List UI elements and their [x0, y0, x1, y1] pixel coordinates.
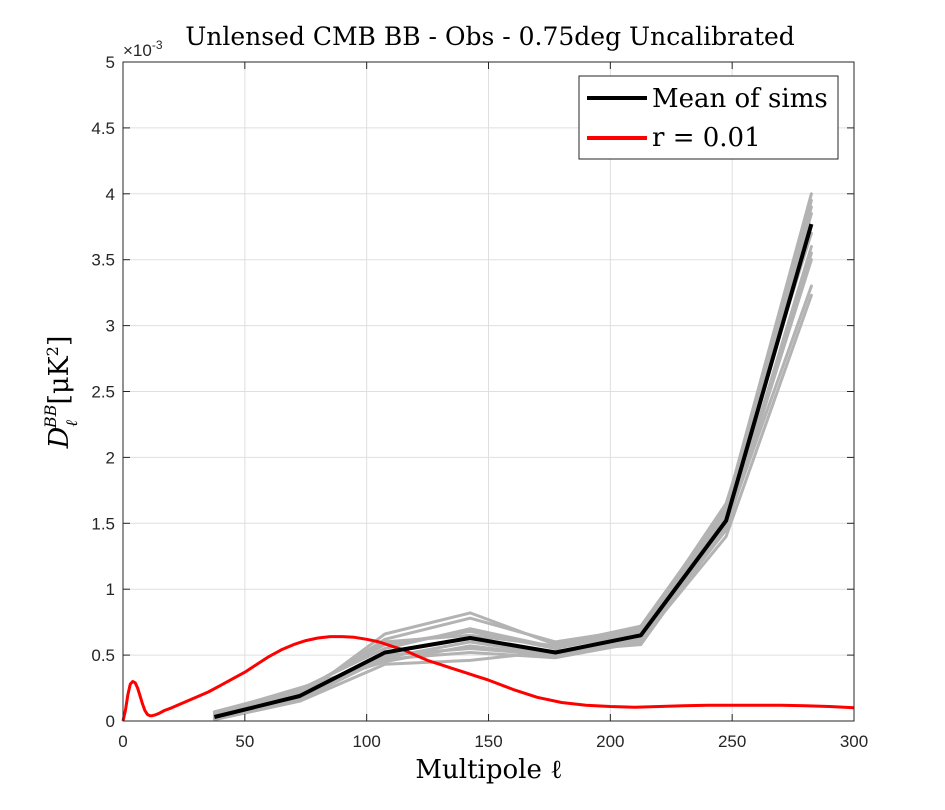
x-tick-label: 150 [474, 732, 502, 751]
legend: Mean of sims r = 0.01 [578, 75, 839, 160]
y-exponent-power: -3 [152, 38, 163, 52]
y-exponent-label: ×10-3 [123, 38, 163, 60]
y-tick-label: 1.5 [91, 514, 115, 533]
y-label-base: D [44, 426, 75, 449]
y-axis-ticks: 0 0.5 1 1.5 2 2.5 3 3.5 4 4.5 5 [91, 53, 854, 731]
y-label-close-bracket: ] [44, 336, 75, 347]
series-lines [121, 223, 855, 722]
y-tick-label: 2 [106, 448, 115, 467]
y-exponent-base: ×10 [123, 41, 152, 60]
x-axis-ticks: 0 50 100 150 200 250 300 [118, 62, 868, 751]
x-tick-label: 0 [118, 732, 127, 751]
y-tick-label: 0 [106, 712, 115, 731]
simulation-line [212, 231, 813, 716]
x-tick-label: 250 [718, 732, 746, 751]
y-tick-label: 1 [106, 580, 115, 599]
x-tick-label: 300 [840, 732, 868, 751]
svg-text:DℓBB[μK2]: DℓBB[μK2] [41, 336, 81, 450]
y-tick-label: 4 [106, 185, 115, 204]
y-tick-label: 3 [106, 317, 115, 336]
series-line-r-0-01 [121, 635, 855, 722]
x-tick-label: 100 [352, 732, 380, 751]
x-tick-label: 50 [235, 732, 254, 751]
y-tick-label: 4.5 [91, 119, 115, 138]
y-axis-label: DℓBB[μK2] [41, 336, 81, 450]
chart-title: Unlensed CMB BB - Obs - 0.75deg Uncalibr… [185, 22, 795, 51]
y-label-unit-superscript: 2 [43, 346, 62, 356]
legend-label-mean-of-sims: Mean of sims [652, 84, 828, 114]
series-line-mean-of-sims [213, 223, 814, 719]
y-tick-label: 5 [106, 53, 115, 72]
y-label-unit: [μK [44, 355, 75, 404]
x-tick-label: 200 [596, 732, 624, 751]
legend-label-r-0-01: r = 0.01 [652, 123, 761, 153]
y-tick-label: 3.5 [91, 251, 115, 270]
x-axis-label: Multipole ℓ [415, 755, 562, 785]
y-tick-label: 0.5 [91, 646, 115, 665]
legend-box [578, 75, 839, 160]
y-tick-label: 2.5 [91, 383, 115, 402]
y-label-subscript: ℓ [62, 420, 81, 427]
y-label-superscript: BB [41, 404, 60, 429]
